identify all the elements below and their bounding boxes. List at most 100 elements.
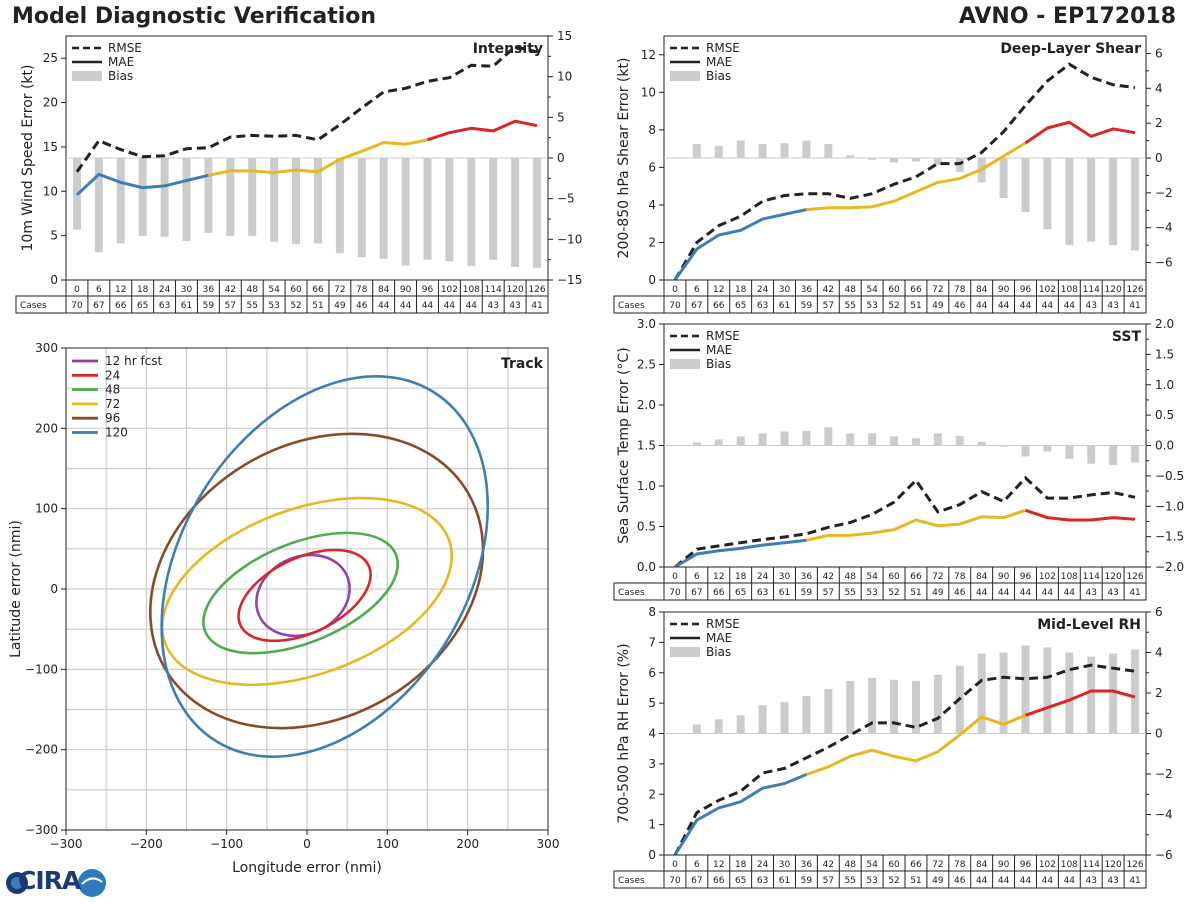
- forecast-hour-label: 78: [954, 860, 966, 870]
- sst-bias-bar: [911, 438, 920, 446]
- sst-bias-bar: [758, 433, 767, 446]
- forecast-hour-label: 6: [96, 285, 102, 295]
- forecast-hour-label: 96: [422, 285, 434, 295]
- forecast-hour-label: 84: [976, 285, 988, 295]
- sst-y2tick-label: 0.5: [1155, 408, 1174, 422]
- forecast-hour-label: 60: [290, 285, 302, 295]
- rh-ytick-label: 4: [648, 727, 656, 741]
- intensity-bias-bar: [401, 158, 410, 266]
- case-count: 41: [1129, 588, 1140, 598]
- error-ellipse-120h: [160, 375, 490, 758]
- case-count: 67: [691, 876, 702, 886]
- sst-bias-bar: [1021, 445, 1030, 457]
- case-count: 65: [735, 876, 746, 886]
- forecast-hour-label: 0: [672, 285, 678, 295]
- intensity-bias-bar: [94, 158, 103, 253]
- legend-bias-swatch: [670, 359, 700, 369]
- error-ellipse-96h: [149, 432, 485, 730]
- track-ylabel: Latitude error (nmi): [8, 520, 24, 658]
- rh-bias-bar: [1087, 656, 1096, 734]
- case-count: 63: [757, 588, 768, 598]
- intensity-y2tick-label: 5: [557, 110, 565, 124]
- case-count: 44: [1064, 876, 1076, 886]
- sst-bias-bar: [868, 433, 877, 446]
- track-xtick-label: 0: [303, 837, 311, 851]
- case-count: 46: [954, 301, 966, 311]
- case-count: 51: [910, 588, 921, 598]
- forecast-hour-label: 90: [998, 860, 1010, 870]
- forecast-hour-label: 48: [247, 285, 259, 295]
- track-ytick-label: 100: [35, 502, 58, 516]
- intensity-bias-bar: [248, 158, 257, 237]
- case-count: 66: [713, 876, 725, 886]
- forecast-hour-label: 54: [866, 572, 878, 582]
- rh-bias-bar: [1065, 652, 1074, 734]
- case-count: 43: [488, 301, 499, 311]
- shear-ylabel: 200-850 hPa Shear Error (kt): [616, 58, 632, 259]
- intensity-cases-table: Cases 0 70 6 67 12 66 18 65 24 63 30 61 36 59 42 57 48 55 5…: [15, 279, 549, 314]
- intensity-y2tick-label: −10: [557, 232, 582, 246]
- track-panel: −300 −200 −100 0 100 200 300 −300 −200 −100 0 100 20…: [8, 341, 559, 876]
- sst-bias-bar: [1065, 445, 1074, 459]
- sst-ytick-label: 2.5: [637, 358, 656, 372]
- intensity-bias-bar: [357, 158, 366, 258]
- shear-bias-bar: [1131, 158, 1140, 251]
- intensity-y2tick-label: 15: [557, 29, 572, 43]
- forecast-hour-label: 72: [932, 285, 943, 295]
- case-count: 57: [823, 588, 834, 598]
- case-count: 44: [466, 301, 478, 311]
- intensity-bias-bar: [445, 158, 454, 262]
- track-xtick-label: −200: [130, 837, 163, 851]
- forecast-hour-label: 120: [1105, 860, 1122, 870]
- case-count: 59: [801, 301, 813, 311]
- sst-bias-bar: [692, 442, 701, 446]
- rh-y2tick-label: 0: [1155, 727, 1163, 741]
- forecast-hour-label: 18: [735, 572, 747, 582]
- case-count: 55: [845, 301, 856, 311]
- intensity-bias-bar: [160, 158, 169, 237]
- shear-bias-bar: [670, 158, 679, 159]
- intensity-bias-bar: [226, 158, 235, 237]
- forecast-hour-label: 78: [954, 285, 966, 295]
- rh-bias-bar: [868, 677, 877, 734]
- shear-bias-bar: [868, 158, 877, 160]
- shear-ytick-label: 2: [648, 235, 656, 249]
- shear-y2tick-label: 6: [1155, 46, 1163, 60]
- forecast-hour-label: 36: [203, 285, 215, 295]
- intensity-ytick-label: 5: [50, 229, 58, 243]
- forecast-hour-label: 42: [823, 860, 834, 870]
- case-count: 51: [312, 301, 323, 311]
- rh-ytick-label: 5: [648, 696, 656, 710]
- intensity-ytick-label: 0: [50, 273, 58, 287]
- shear-y2tick-label: −2: [1155, 186, 1173, 200]
- rh-mae-line-short: [673, 773, 807, 856]
- intensity-bias-bar: [292, 158, 301, 245]
- track-xtick-label: 100: [376, 837, 399, 851]
- rh-bias-bar: [736, 715, 745, 734]
- case-count: 44: [1020, 588, 1032, 598]
- sst-bias-bar: [714, 439, 723, 446]
- case-count: 44: [1042, 876, 1054, 886]
- legend-mae-label: MAE: [706, 55, 732, 69]
- case-count: 61: [779, 876, 790, 886]
- forecast-hour-label: 66: [910, 572, 922, 582]
- shear-y2tick-label: −6: [1155, 256, 1173, 270]
- case-count: 67: [691, 301, 702, 311]
- case-count: 43: [509, 301, 520, 311]
- rh-bias-bar: [1021, 645, 1030, 734]
- sst-y2tick-label: 1.0: [1155, 378, 1174, 392]
- case-count: 61: [779, 588, 790, 598]
- rh-ylabel: 700-500 hPa RH Error (%): [616, 643, 632, 823]
- case-count: 44: [1020, 301, 1032, 311]
- forecast-hour-label: 18: [137, 285, 149, 295]
- shear-bias-bar: [692, 144, 701, 158]
- page-title: Model Diagnostic Verification: [12, 4, 377, 29]
- case-count: 70: [669, 301, 681, 311]
- rh-y2tick-label: −4: [1155, 808, 1173, 822]
- track-legend-label: 72: [105, 397, 120, 411]
- intensity-mae-line-short: [75, 172, 209, 196]
- shear-bias-bar: [802, 140, 811, 158]
- shear-bias-bar: [736, 140, 745, 158]
